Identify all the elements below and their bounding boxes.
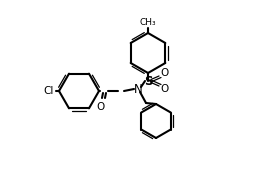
Text: Cl: Cl xyxy=(44,86,54,96)
Text: O: O xyxy=(160,68,168,78)
Text: O: O xyxy=(96,102,104,112)
Text: O: O xyxy=(160,84,168,94)
Text: N: N xyxy=(134,83,142,96)
Text: S: S xyxy=(144,74,152,87)
Text: CH₃: CH₃ xyxy=(140,18,156,27)
